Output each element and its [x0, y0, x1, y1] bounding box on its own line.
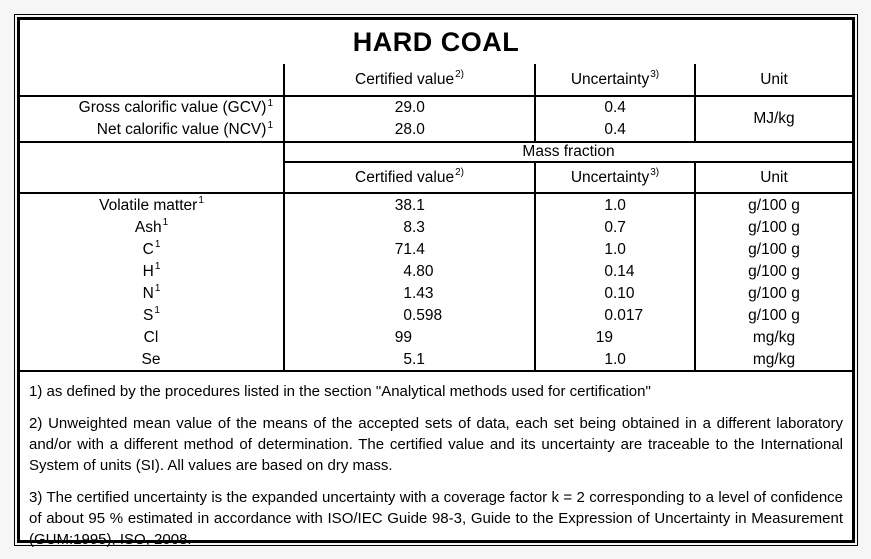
row-footnote-ref: 1 [154, 261, 161, 273]
row-certified-value: 0.598 [284, 304, 536, 326]
row-label: Ash1 [20, 216, 285, 238]
row-label-text: Volatile matter [99, 196, 198, 214]
row-nitrogen: N1 1.43 0.10 g/100 g [20, 282, 852, 304]
row-carbon: C1 71.4 1.0 g/100 g [20, 238, 852, 260]
row-unit: g/100 g [748, 196, 800, 214]
row-sulfur: S1 0.598 0.017 g/100 g [20, 304, 852, 326]
row-label-text: S [143, 306, 154, 324]
row-unit: g/100 g [748, 284, 800, 302]
calorific-certified-values-cell: 29.0 28.0 [284, 96, 536, 143]
row-unit: mg/kg [752, 328, 796, 346]
footnote-3: 3) The certified uncertainty is the expa… [29, 489, 843, 548]
footnotes-row: 1) as defined by the procedures listed i… [20, 371, 852, 559]
row-unit: g/100 g [748, 306, 800, 324]
calorific-labels-cell: Gross calorific value (GCV)1 Net calorif… [20, 96, 285, 143]
calorific-values-row: Gross calorific value (GCV)1 Net calorif… [20, 96, 852, 143]
header-row-1: Certified value2) Uncertainty3) Unit [20, 64, 852, 97]
header-certified-value-label: Certified value [355, 70, 455, 88]
header-unit: Unit [695, 64, 852, 97]
row-certified-value: 8.3 [284, 216, 536, 238]
row-label: C1 [20, 238, 285, 260]
header-certified-value: Certified value2) [284, 64, 536, 97]
header-uncertainty-footnote-ref: 3) [650, 69, 660, 81]
header2-unit: Unit [695, 162, 852, 194]
row-unit: g/100 g [748, 262, 800, 280]
row-footnote-ref: 1 [198, 195, 204, 207]
row-unit: g/100 g [748, 218, 800, 236]
table-title: HARD COAL [352, 26, 520, 57]
certificate-table-frame: HARD COAL Certified value2) Uncertainty3… [14, 14, 858, 548]
header-row-2: Certified value2) Uncertainty3) Unit [20, 162, 852, 194]
row-label-text: H [142, 262, 154, 280]
header2-certified-value-label: Certified value [355, 168, 455, 186]
row-certified-value: 99 [284, 326, 536, 348]
row-label-text: Se [141, 350, 161, 368]
row-volatile-matter: Volatile matter1 38.1 1.0 g/100 g [20, 193, 852, 216]
footnotes-cell: 1) as defined by the procedures listed i… [20, 371, 852, 559]
certificate-table: HARD COAL Certified value2) Uncertainty3… [20, 20, 852, 559]
row-footnote-ref: 1 [162, 217, 169, 229]
row-footnote-ref: 1 [154, 283, 161, 295]
row-label: H1 [20, 260, 285, 282]
ncv-label-text: Net calorific value (NCV) [96, 121, 267, 138]
row-certified-value: 38.1 [284, 193, 536, 216]
row-unit: g/100 g [748, 240, 800, 258]
gcv-certified-value: 29.0 [394, 99, 425, 116]
footnote-1: 1) as defined by the procedures listed i… [29, 383, 651, 400]
gcv-label-text: Gross calorific value (GCV) [78, 99, 267, 116]
header2-uncertainty-label: Uncertainty [570, 168, 650, 186]
row-label: N1 [20, 282, 285, 304]
row-unit: mg/kg [695, 348, 852, 372]
footnote-2: 2) Unweighted mean value of the means of… [29, 415, 843, 474]
row-hydrogen: H1 4.80 0.14 g/100 g [20, 260, 852, 282]
row-uncertainty: 19 [535, 326, 696, 348]
row-label: Se [20, 348, 285, 372]
gcv-footnote-ref: 1 [267, 97, 273, 109]
row-certified-value: 4.80 [284, 260, 536, 282]
row-label-text: C [142, 240, 154, 258]
row-uncertainty: 1.0 [535, 348, 696, 372]
row-footnote-ref: 1 [154, 239, 161, 251]
header-uncertainty-label: Uncertainty [570, 70, 650, 88]
row-uncertainty: 0.017 [535, 304, 696, 326]
row-label-text: N [142, 284, 154, 302]
row-footnote-ref: 1 [154, 305, 160, 317]
gcv-uncertainty: 0.4 [604, 99, 626, 116]
row-certified-value: 71.4 [284, 238, 536, 260]
row-uncertainty: 0.7 [535, 216, 696, 238]
ncv-label: Net calorific value (NCV)1 [20, 119, 283, 141]
row-label: Volatile matter1 [20, 193, 285, 216]
row-certified-value: 1.43 [284, 282, 536, 304]
calorific-unit: MJ/kg [695, 96, 852, 143]
calorific-uncertainty-cell: 0.4 0.4 [535, 96, 696, 143]
header2-certified-value-footnote-ref: 2) [455, 167, 464, 179]
header2-certified-value: Certified value2) [284, 162, 536, 194]
mass-fraction-empty-cell [20, 142, 285, 194]
ncv-footnote-ref: 1 [267, 119, 273, 131]
row-label-text: Ash [134, 218, 162, 236]
mass-fraction-header-row: Mass fraction [20, 142, 852, 194]
row-uncertainty: 1.0 [535, 193, 696, 216]
mass-fraction-title: Mass fraction [284, 142, 852, 163]
header-empty-cell [20, 64, 285, 97]
row-label: Cl [20, 326, 285, 348]
row-label: S1 [20, 304, 285, 326]
row-uncertainty: 0.10 [535, 282, 696, 304]
row-uncertainty: 0.14 [535, 260, 696, 282]
row-selenium: Se 5.1 1.0 mg/kg [20, 348, 852, 372]
header2-uncertainty-footnote-ref: 3) [650, 167, 660, 179]
row-ash: Ash1 8.3 0.7 g/100 g [20, 216, 852, 238]
row-chlorine: Cl 99 19 mg/kg [20, 326, 852, 348]
header2-uncertainty: Uncertainty3) [535, 162, 696, 194]
row-uncertainty: 1.0 [535, 238, 696, 260]
gcv-label: Gross calorific value (GCV)1 [20, 97, 283, 119]
header-uncertainty: Uncertainty3) [535, 64, 696, 97]
row-certified-value: 5.1 [284, 348, 536, 372]
header-certified-value-footnote-ref: 2) [455, 69, 464, 81]
ncv-certified-value: 28.0 [394, 121, 425, 138]
ncv-uncertainty: 0.4 [604, 121, 626, 138]
row-label-text: Cl [143, 328, 159, 346]
